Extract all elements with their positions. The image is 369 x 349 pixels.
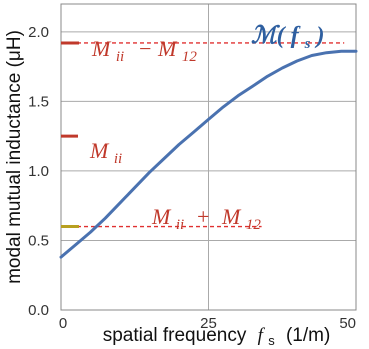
curve-title-sub: s [304,36,311,52]
x-axis-title-var: f [258,325,266,346]
anno-top-sub1: ii [116,49,124,65]
curve-title-main: ℳ( [251,23,287,49]
y-tick-label: 1.5 [28,93,49,110]
annotation-mii-minus-m12: M ii − M 12 [91,36,197,66]
y-tick-label: 2.0 [28,24,49,41]
grid [61,4,356,310]
anno-mid-sub: ii [114,151,122,167]
x-axis-title-unit: (1/m) [286,325,330,346]
x-axis-title: spatial frequency f s (1/m) [103,325,331,349]
anno-bot-m1: M [151,204,172,229]
anno-bot-sub1: ii [176,217,184,233]
anno-top-sub2: 12 [182,49,198,65]
anno-top-op: − [138,36,153,61]
anno-mid-m: M [89,138,110,163]
x-axis-title-sub: s [268,333,275,348]
x-axis-title-text: spatial frequency [103,325,247,346]
x-tick-label: 0 [59,315,67,332]
y-axis-title: modal mutual inductance (μH) [4,30,25,284]
curve-title: ℳ( f s ) [251,23,325,54]
anno-bot-sub2: 12 [246,217,262,233]
tick-labels: 0.0 0.5 1.0 1.5 2.0 0 25 50 [28,24,356,332]
y-tick-label: 0.5 [28,232,49,249]
y-tick-label: 0.0 [28,302,49,319]
anno-bot-m2: M [221,204,242,229]
series-line [59,49,358,259]
annotation-mii: M ii [89,138,122,167]
x-tick-label: 50 [339,315,356,332]
curve-title-var: f [291,23,301,49]
plot-frame [60,3,357,311]
anno-top-m1: M [91,36,112,61]
anno-bot-op: + [196,204,211,229]
anno-top-m2: M [157,36,178,61]
x-tick-label: 25 [200,315,217,332]
series [59,49,358,259]
reference-lines [61,41,345,229]
y-tick-label: 1.0 [28,163,49,180]
curve-title-close: ) [315,23,325,49]
annotation-mii-plus-m12: M ii + M 12 [151,204,261,234]
